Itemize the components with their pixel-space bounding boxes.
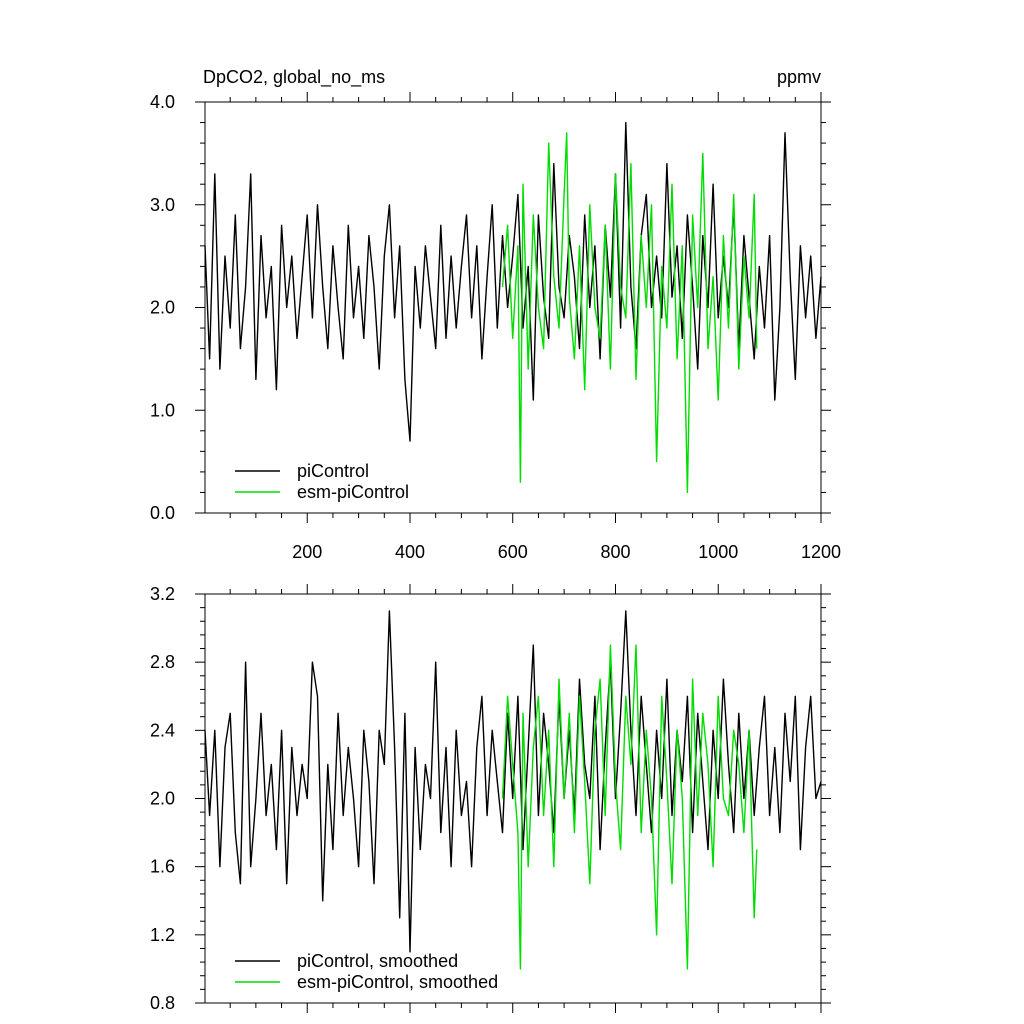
- y-tick-label: 2.0: [150, 298, 175, 318]
- x-tick-label: 1200: [801, 542, 841, 562]
- y-tick-label: 0.8: [150, 993, 175, 1013]
- y-tick-label: 1.6: [150, 857, 175, 877]
- x-tick-label: 800: [600, 542, 630, 562]
- series-line-picontrol: [204, 610, 822, 953]
- y-tick-label: 0.0: [150, 503, 175, 523]
- y-tick-label: 2.4: [150, 720, 175, 740]
- series-line-picontrol: [204, 121, 822, 442]
- y-tick-label: 3.2: [150, 584, 175, 604]
- legend-label: piControl, smoothed: [297, 951, 458, 971]
- chart-title: DpCO2, global_no_ms: [203, 67, 385, 88]
- x-tick-label: 200: [292, 542, 322, 562]
- y-tick-label: 4.0: [150, 92, 175, 112]
- x-tick-label: 600: [498, 542, 528, 562]
- y-tick-label: 1.2: [150, 925, 175, 945]
- legend-label: esm-piControl, smoothed: [297, 972, 498, 992]
- legend-label: esm-piControl: [297, 482, 409, 502]
- y-tick-label: 1.0: [150, 400, 175, 420]
- top-panel: 0.0 1.0 2.0 3.0 4.0 200 400 600 800 1000 1200 piCon…: [150, 92, 841, 562]
- y-tick-label: 2.8: [150, 652, 175, 672]
- y-tick-label: 2.0: [150, 789, 175, 809]
- legend-label: piControl: [297, 461, 369, 481]
- y-tick-label: 3.0: [150, 195, 175, 215]
- units-label: ppmv: [777, 67, 821, 87]
- series-line-esm-picontrol: [501, 644, 758, 970]
- x-tick-label: 400: [395, 542, 425, 562]
- x-tick-label: 1000: [698, 542, 738, 562]
- bottom-panel: 0.8 1.2 1.6 2.0 2.4 2.8 3.2 piControl, smoothed…: [150, 584, 831, 1013]
- series-line-esm-picontrol: [501, 132, 758, 494]
